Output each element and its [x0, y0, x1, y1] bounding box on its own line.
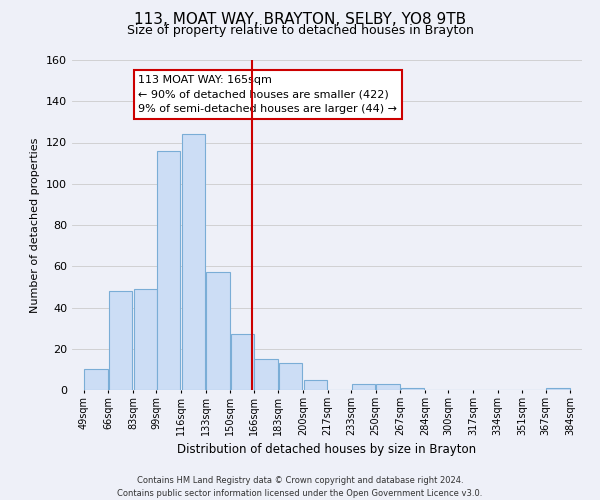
X-axis label: Distribution of detached houses by size in Brayton: Distribution of detached houses by size … — [178, 444, 476, 456]
Y-axis label: Number of detached properties: Number of detached properties — [31, 138, 40, 312]
Bar — [546, 388, 570, 390]
Bar — [206, 272, 230, 390]
Bar — [352, 384, 375, 390]
Bar — [401, 388, 424, 390]
Bar — [84, 370, 108, 390]
Text: 113 MOAT WAY: 165sqm
← 90% of detached houses are smaller (422)
9% of semi-detac: 113 MOAT WAY: 165sqm ← 90% of detached h… — [139, 75, 397, 114]
Bar — [182, 134, 205, 390]
Bar — [134, 289, 157, 390]
Text: 113, MOAT WAY, BRAYTON, SELBY, YO8 9TB: 113, MOAT WAY, BRAYTON, SELBY, YO8 9TB — [134, 12, 466, 28]
Text: Contains HM Land Registry data © Crown copyright and database right 2024.
Contai: Contains HM Land Registry data © Crown c… — [118, 476, 482, 498]
Bar — [304, 380, 327, 390]
Bar — [254, 359, 278, 390]
Bar — [279, 363, 302, 390]
Bar — [376, 384, 400, 390]
Bar — [231, 334, 254, 390]
Text: Size of property relative to detached houses in Brayton: Size of property relative to detached ho… — [127, 24, 473, 37]
Bar — [157, 151, 181, 390]
Bar — [109, 291, 133, 390]
